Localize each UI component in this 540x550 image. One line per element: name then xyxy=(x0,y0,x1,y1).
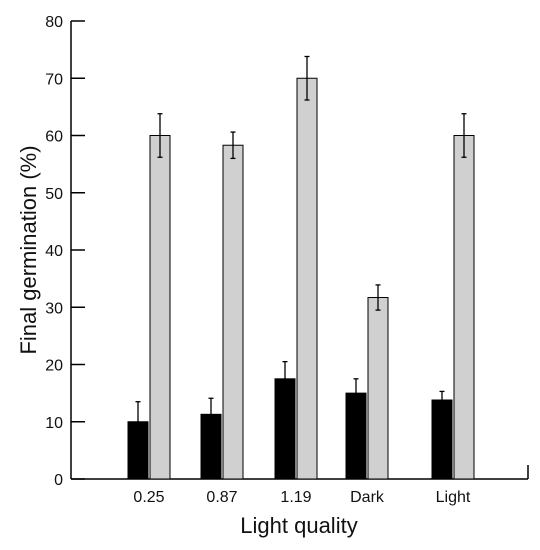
y-axis-title: Final germination (%) xyxy=(16,145,41,354)
y-tick-label: 30 xyxy=(45,300,63,317)
bar-series2-2 xyxy=(296,77,318,480)
x-tick-label: 0.25 xyxy=(133,489,164,506)
bar-series1-1 xyxy=(200,413,222,480)
y-tick-label: 50 xyxy=(45,186,63,203)
x-tick-label: Dark xyxy=(350,489,385,506)
y-tick-label: 10 xyxy=(45,415,63,432)
bar-series1-0 xyxy=(127,421,149,480)
x-tick-label: Light xyxy=(436,489,471,506)
y-tick-label: 80 xyxy=(45,14,63,31)
y-tick-label: 20 xyxy=(45,358,63,375)
x-tick-label: 1.19 xyxy=(280,489,311,506)
bar-series2-3 xyxy=(367,297,389,480)
x-tick-label: 0.87 xyxy=(206,489,237,506)
y-ticks: 0 10 20 30 40 50 60 70 80 xyxy=(45,14,85,489)
bar-series2-4 xyxy=(453,135,475,480)
bars xyxy=(127,55,475,480)
y-tick-label: 0 xyxy=(54,472,63,489)
x-axis-title: Light quality xyxy=(240,513,357,538)
bar-series1-2 xyxy=(274,378,296,480)
y-tick-label: 40 xyxy=(45,243,63,260)
bar-series2-1 xyxy=(222,144,244,480)
bar-series2-0 xyxy=(149,135,171,480)
bar-series1-3 xyxy=(345,392,367,480)
y-tick-label: 60 xyxy=(45,129,63,146)
x-ticks: 0.25 0.87 1.19 Dark Light xyxy=(133,489,470,506)
y-tick-label: 70 xyxy=(45,71,63,88)
bar-series1-4 xyxy=(431,399,453,480)
